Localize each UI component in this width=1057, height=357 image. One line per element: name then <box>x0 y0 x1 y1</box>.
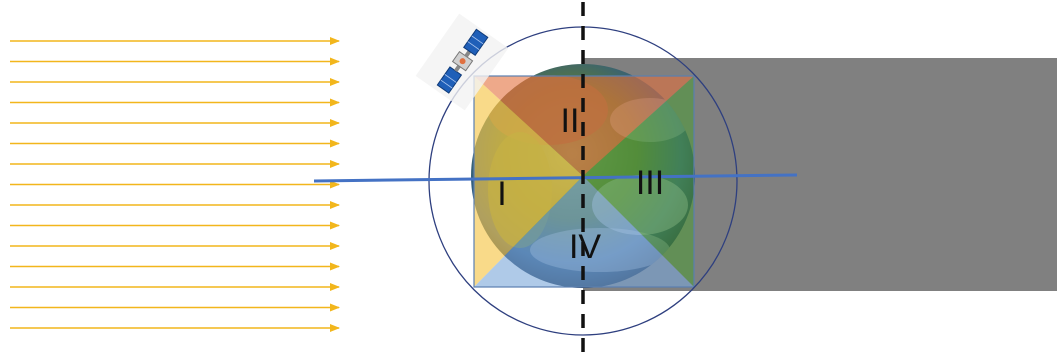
quadrant-label-I: I <box>497 175 506 213</box>
quadrant-label-IV: IV <box>569 228 601 266</box>
sun-rays <box>10 37 340 332</box>
sun-earth-line <box>313 173 798 183</box>
satellite-icon <box>415 13 509 111</box>
quadrant-label-III: III <box>636 164 664 202</box>
quadrant-I <box>474 76 583 287</box>
quadrant-label-II: II <box>561 102 580 140</box>
quadrant-III <box>583 76 694 287</box>
